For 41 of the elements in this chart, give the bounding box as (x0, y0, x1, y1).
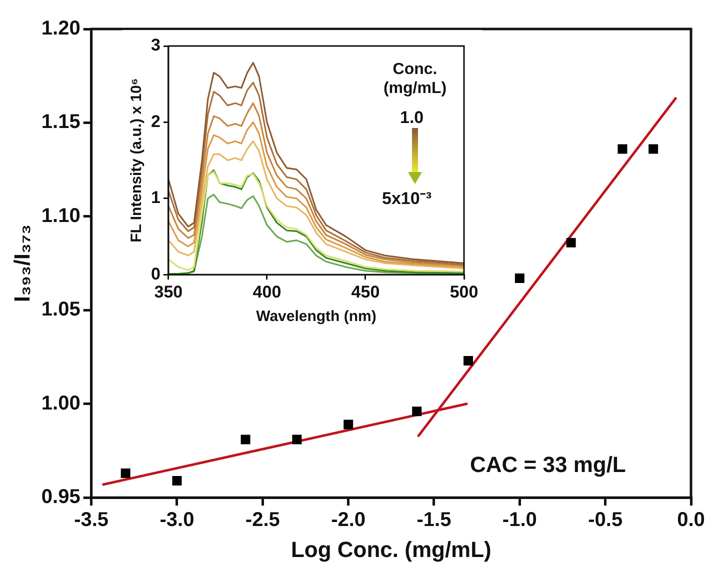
x-tick-label: -2.0 (331, 509, 366, 532)
y-tick-label: 0.95 (41, 486, 80, 508)
y-tick-label: 1.15 (41, 111, 80, 134)
y-tick-label: 1 (150, 188, 160, 208)
y-axis-title: FL Intensity (a.u.) x 10⁶ (128, 78, 146, 242)
x-tick-label: 400 (252, 282, 282, 302)
legend-title: Conc. (mg/mL) (382, 60, 448, 98)
point (566, 238, 576, 248)
point (120, 468, 130, 478)
x-tick-label: 350 (154, 282, 183, 302)
x-tick-label: -2.5 (245, 509, 280, 532)
y-tick-label: 3 (150, 36, 160, 55)
x-tick-label: -3.0 (160, 509, 194, 532)
y-axis-title: I₃₉₃/I₃₇₃ (9, 224, 34, 302)
annotation: 1.0 (400, 108, 424, 128)
annotation: CAC = 33 mg/L (470, 452, 626, 478)
x-axis-title: Log Conc. (mg/mL) (290, 536, 492, 562)
point (172, 476, 182, 486)
point (514, 274, 524, 284)
point (240, 434, 250, 444)
x-tick-label: -1.5 (416, 509, 452, 532)
x-tick-label: -3.5 (74, 509, 109, 532)
point (412, 406, 422, 416)
point (464, 356, 474, 366)
y-tick-label: 1.20 (41, 18, 80, 40)
x-tick-label: 450 (351, 282, 380, 302)
point (344, 420, 354, 430)
y-tick-label: 1.00 (41, 392, 80, 414)
x-tick-label: -0.5 (588, 509, 623, 532)
point (292, 434, 302, 444)
y-tick-label: 2 (150, 112, 160, 131)
y-tick-label: 1.10 (41, 204, 80, 227)
x-tick-label: -1.0 (502, 509, 537, 532)
annotation: 5x10⁻³ (382, 188, 432, 209)
x-axis-title: Wavelength (nm) (256, 308, 376, 326)
y-tick-label: 1.05 (41, 298, 80, 321)
y-tick-label: 0 (150, 264, 160, 284)
point (618, 144, 628, 154)
point (648, 144, 658, 154)
x-tick-label: 500 (450, 282, 478, 302)
x-tick-label: 0.0 (677, 509, 705, 532)
